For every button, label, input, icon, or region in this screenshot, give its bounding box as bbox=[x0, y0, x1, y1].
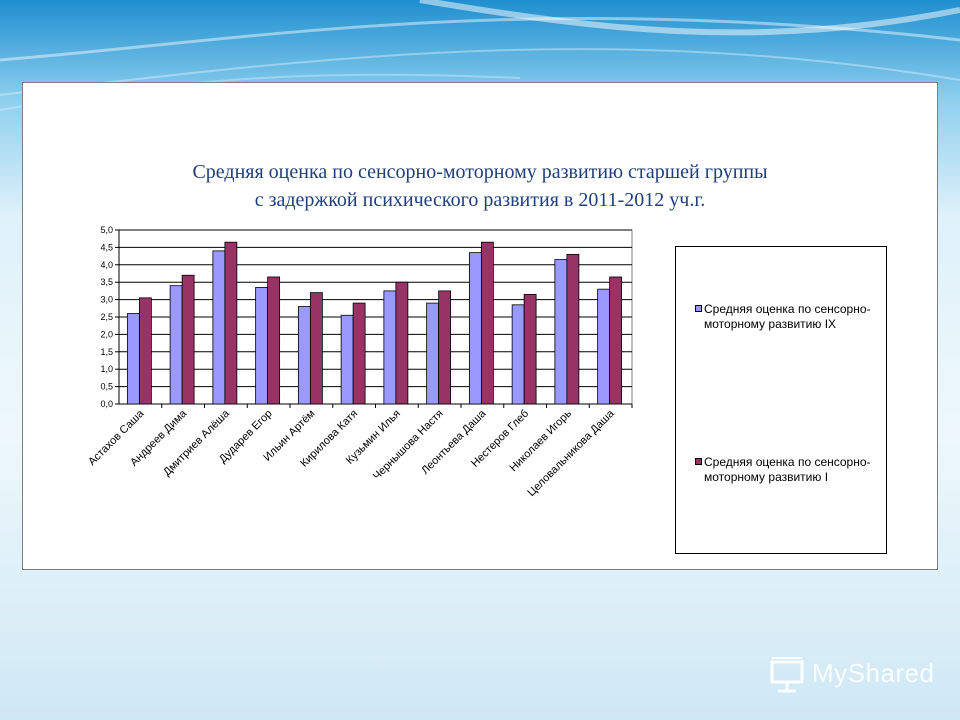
legend-item-series-2: Средняя оценка по сенсорно-моторному раз… bbox=[695, 455, 879, 485]
bar-series-1 bbox=[297, 306, 311, 405]
chart-title: Средняя оценка по сенсорно-моторному раз… bbox=[22, 158, 938, 214]
y-tick-label: 5,0 bbox=[100, 225, 113, 235]
chart-legend: Средняя оценка по сенсорно-моторному раз… bbox=[675, 246, 887, 554]
legend-label-series-2: Средняя оценка по сенсорно-моторному раз… bbox=[704, 455, 871, 484]
bar-series-1 bbox=[255, 287, 269, 405]
bar-series-1 bbox=[554, 259, 568, 405]
legend-label-series-1: Средняя оценка по сенсорно-моторному раз… bbox=[704, 302, 871, 331]
y-tick-label: 4,0 bbox=[100, 260, 113, 270]
y-tick-label: 1,0 bbox=[100, 364, 113, 374]
bar-series-2 bbox=[523, 293, 537, 405]
bar-series-2 bbox=[309, 292, 323, 405]
y-tick-label: 2,0 bbox=[100, 329, 113, 339]
x-category-label: Целовальникова Даша bbox=[525, 407, 617, 499]
y-tick-label: 2,5 bbox=[100, 312, 113, 322]
bar-series-2 bbox=[438, 290, 452, 405]
bar-series-2 bbox=[267, 276, 281, 405]
y-tick-label: 0,5 bbox=[100, 382, 113, 392]
bar-series-2 bbox=[224, 241, 238, 405]
bar-series-1 bbox=[169, 285, 183, 405]
bar-series-1 bbox=[468, 252, 482, 405]
bar-series-1 bbox=[511, 304, 525, 405]
bar-series-1 bbox=[383, 290, 397, 405]
chart-title-line-1: Средняя оценка по сенсорно-моторному раз… bbox=[192, 161, 768, 183]
bar-series-1 bbox=[126, 313, 140, 405]
bar-series-2 bbox=[352, 302, 366, 405]
bar-series-2 bbox=[480, 241, 494, 405]
legend-swatch-series-2 bbox=[695, 458, 702, 465]
legend-swatch-series-1 bbox=[695, 305, 702, 312]
watermark-text: MyShared bbox=[812, 658, 935, 688]
chart-title-line-2: с задержкой психического развития в 2011… bbox=[254, 189, 706, 211]
bar-series-1 bbox=[212, 250, 226, 405]
bar-series-2 bbox=[566, 253, 580, 405]
bar-series-2 bbox=[609, 276, 623, 405]
watermark-logo: MyShared bbox=[768, 656, 948, 696]
presentation-icon bbox=[770, 657, 804, 693]
y-tick-label: 3,0 bbox=[100, 295, 113, 305]
bar-series-2 bbox=[395, 281, 409, 405]
y-tick-label: 0,0 bbox=[100, 399, 113, 409]
bar-series-1 bbox=[340, 314, 354, 405]
y-tick-label: 4,5 bbox=[100, 242, 113, 252]
bar-series-1 bbox=[597, 288, 611, 405]
legend-item-series-1: Средняя оценка по сенсорно-моторному раз… bbox=[695, 302, 879, 332]
bar-series-2 bbox=[181, 274, 195, 405]
y-tick-label: 1,5 bbox=[100, 347, 113, 357]
bar-series-1 bbox=[426, 302, 440, 405]
bar-series-2 bbox=[138, 297, 152, 405]
y-tick-label: 3,5 bbox=[100, 277, 113, 287]
